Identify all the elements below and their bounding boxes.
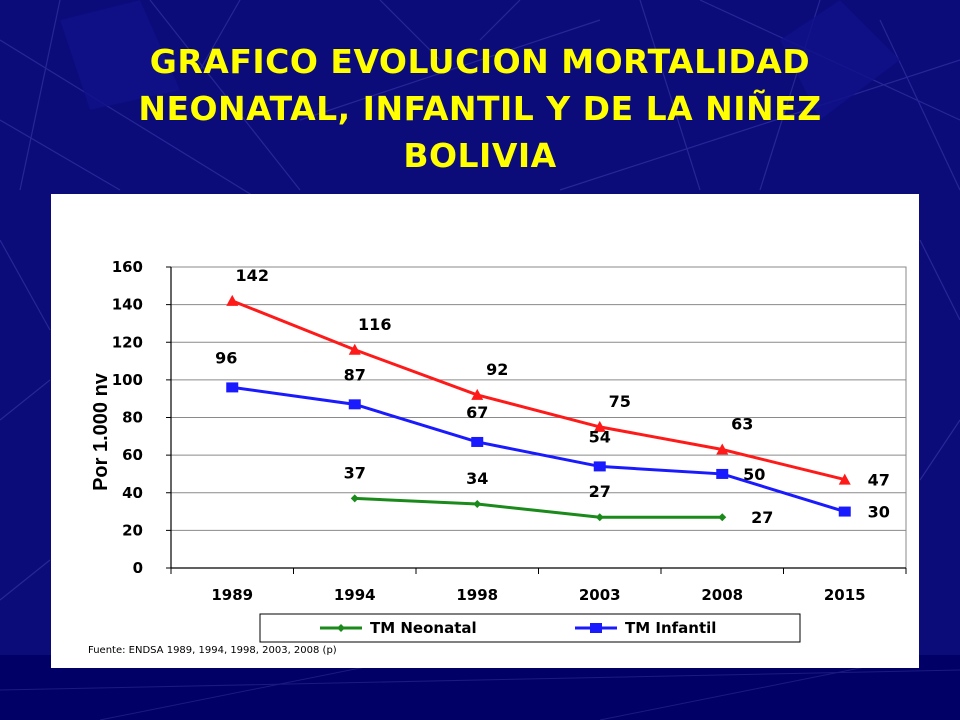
grid-layer <box>170 266 907 569</box>
data-point <box>595 513 604 522</box>
y-tick-label: 20 <box>122 521 143 539</box>
data-label: 67 <box>466 403 488 422</box>
axis-layer: 0 20 40 60 80 100 120 140 160 1989 1994 1998 2003 200… <box>112 258 907 604</box>
data-label: 27 <box>589 482 611 501</box>
legend: TM Neonatal TM Infantil <box>259 613 801 643</box>
legend-entry-label: TM Infantil <box>625 619 716 637</box>
data-point <box>593 461 606 472</box>
mortality-line-chart: 0 20 40 60 80 100 120 140 160 1989 1994 1998 2003 200… <box>90 258 907 643</box>
data-point <box>716 468 729 479</box>
data-point <box>226 382 239 393</box>
y-tick-label: 0 <box>133 559 143 577</box>
series-line <box>354 496 723 519</box>
data-point <box>718 513 727 522</box>
series-layer <box>226 294 851 522</box>
y-tick-label: 160 <box>112 258 143 276</box>
y-tick-label: 100 <box>112 371 143 389</box>
data-label: 54 <box>589 427 611 446</box>
data-point <box>838 473 851 485</box>
data-label: 34 <box>466 469 488 488</box>
y-tick-label: 40 <box>122 484 143 502</box>
data-point <box>348 399 361 410</box>
data-point <box>716 443 729 455</box>
y-tick-label: 120 <box>112 333 143 351</box>
data-point <box>348 343 361 355</box>
data-point <box>350 494 359 503</box>
chart-panel: 0 20 40 60 80 100 120 140 160 1989 1994 1998 2003 200… <box>51 194 919 668</box>
data-label: 47 <box>868 471 890 490</box>
data-label: 27 <box>751 508 773 527</box>
data-label: 116 <box>358 315 391 334</box>
data-label: 37 <box>344 463 366 482</box>
data-point <box>838 506 851 517</box>
data-point <box>593 420 606 432</box>
legend-swatch-marker <box>337 624 345 632</box>
data-point <box>226 294 239 306</box>
x-tick-label: 2008 <box>701 586 743 604</box>
series-line <box>232 385 846 513</box>
slide-title-line: NEONATAL, INFANTIL Y DE LA NIÑEZ <box>138 89 822 128</box>
x-tick-label: 2003 <box>579 586 621 604</box>
label-layer: 37 34 27 27 96 87 67 54 50 30 142 116 92 75 63 47 <box>215 266 890 527</box>
data-point <box>471 436 484 447</box>
legend-entry-label: TM Neonatal <box>370 619 477 637</box>
x-tick-label: 1989 <box>211 586 253 604</box>
legend-box <box>259 613 801 643</box>
x-tick-label: 1994 <box>334 586 376 604</box>
data-label: 50 <box>743 465 765 484</box>
series-line <box>231 299 846 482</box>
legend-swatch-marker <box>590 623 602 633</box>
x-tick-label: 2015 <box>824 586 866 604</box>
data-label: 142 <box>236 266 269 285</box>
y-axis-label: Por 1.000 nv <box>90 372 112 491</box>
data-label: 92 <box>486 360 508 379</box>
y-tick-label: 60 <box>122 446 143 464</box>
slide-title: GRAFICO EVOLUCION MORTALIDAD NEONATAL, I… <box>40 38 920 179</box>
x-tick-label: 1998 <box>456 586 498 604</box>
data-label: 63 <box>731 414 753 433</box>
data-label: 30 <box>868 503 890 522</box>
data-label: 75 <box>609 392 631 411</box>
slide-title-line: BOLIVIA <box>403 136 557 175</box>
data-point <box>471 388 484 400</box>
slide-title-line: GRAFICO EVOLUCION MORTALIDAD <box>149 42 811 81</box>
y-tick-label: 140 <box>112 296 143 314</box>
source-note: Fuente: ENDSA 1989, 1994, 1998, 2003, 20… <box>88 645 337 656</box>
data-label: 87 <box>344 365 366 384</box>
y-tick-label: 80 <box>122 409 143 427</box>
data-label: 96 <box>215 348 237 367</box>
data-point <box>473 500 482 509</box>
